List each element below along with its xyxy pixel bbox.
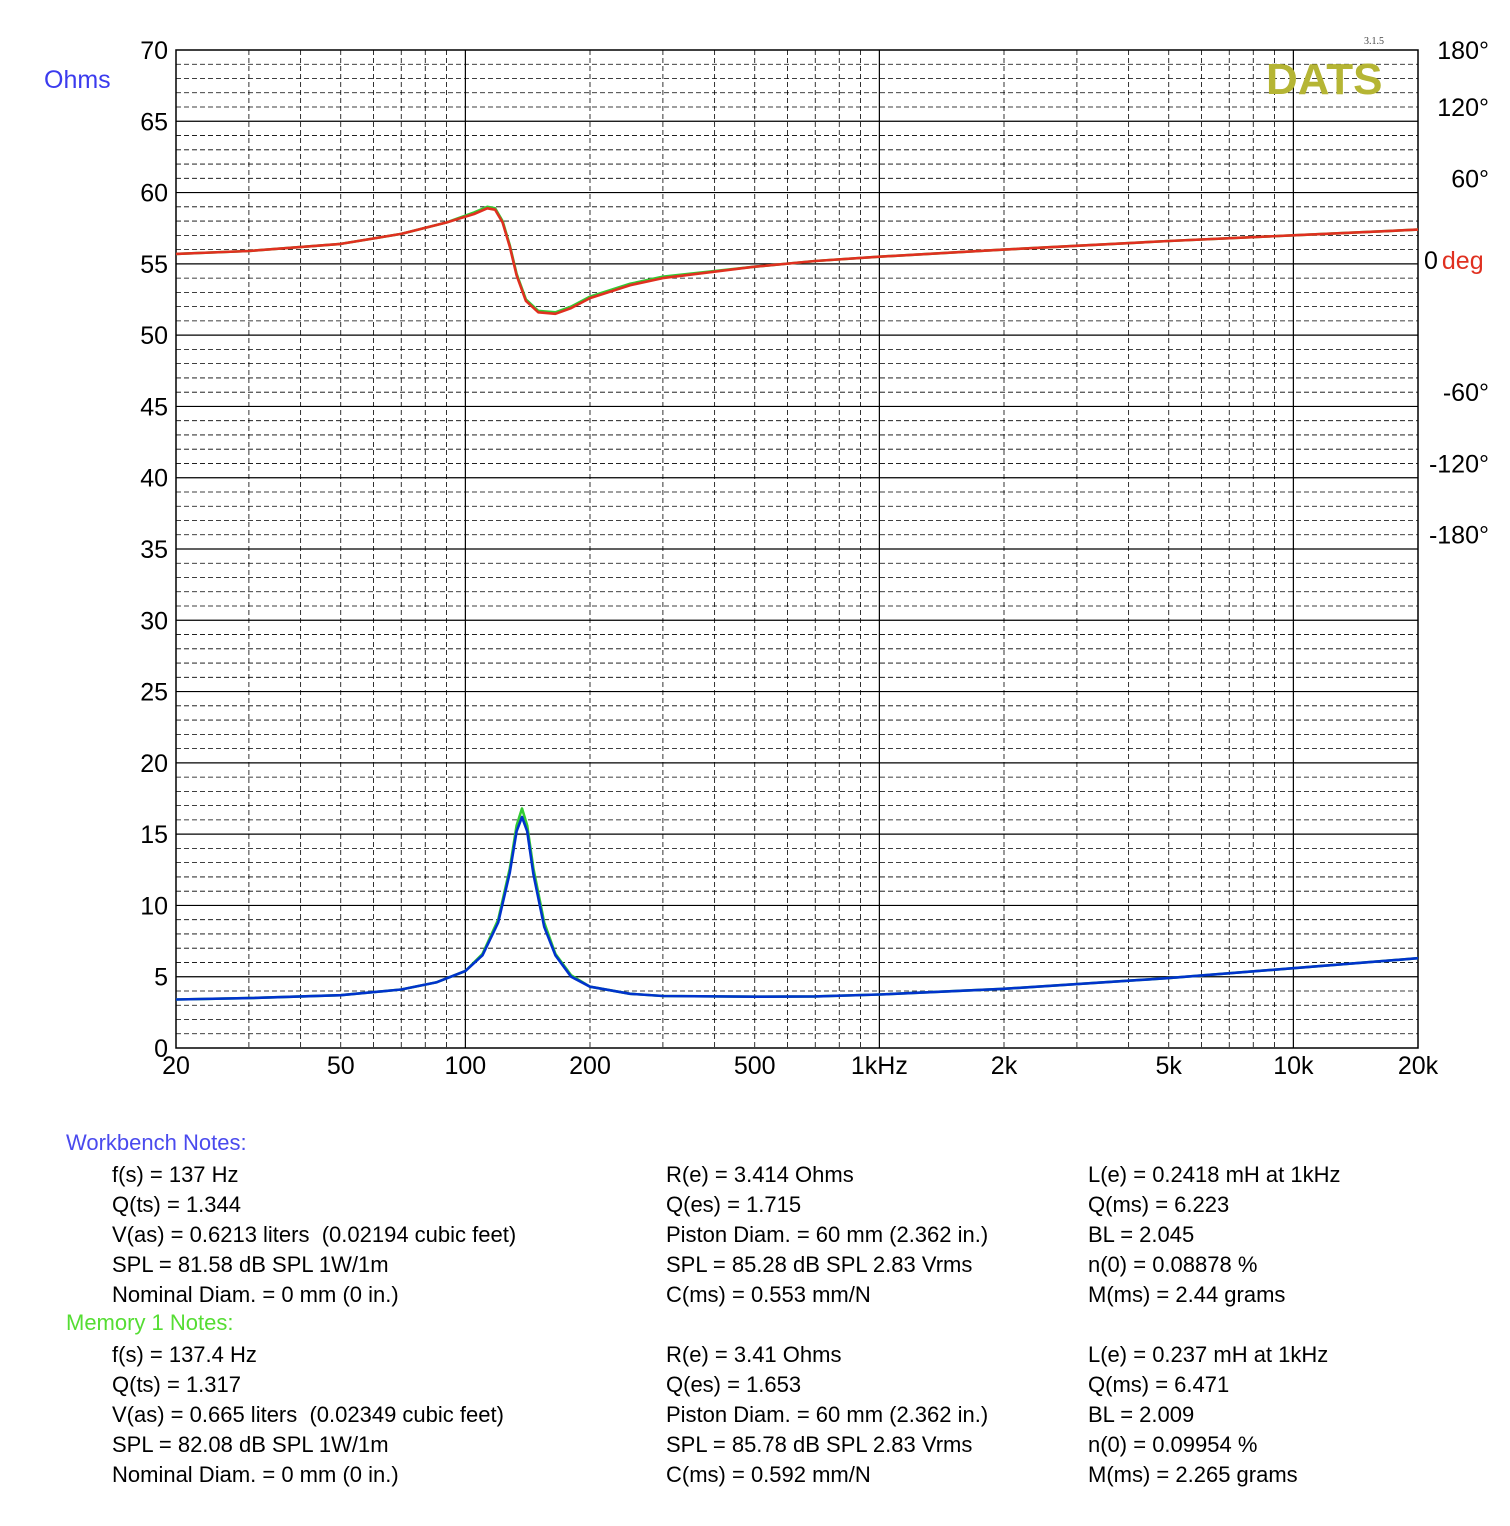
- major-grid: [176, 50, 1418, 1048]
- note-line: Nominal Diam. = 0 mm (0 in.): [112, 1462, 399, 1487]
- left-tick-label: 15: [140, 821, 168, 849]
- x-axis-ticks: 20 50 100 200 500 1kHz 2k 5k 10k 20k: [162, 1052, 1439, 1080]
- x-tick-label: 100: [445, 1052, 487, 1080]
- right-tick-label: -60°: [1443, 379, 1489, 407]
- current_phase-line: [175, 207, 1419, 316]
- note-line: Piston Diam. = 60 mm (2.362 in.): [666, 1222, 989, 1247]
- right-tick-label: -120°: [1429, 450, 1489, 478]
- note-line: M(ms) = 2.265 grams: [1088, 1462, 1298, 1487]
- right-axis-zero-label: 0: [1424, 247, 1438, 275]
- note-line: R(e) = 3.41 Ohms: [666, 1342, 842, 1367]
- note-line: SPL = 85.78 dB SPL 2.83 Vrms: [666, 1432, 973, 1457]
- left-tick-label: 30: [140, 607, 168, 635]
- right-tick-label: 60°: [1451, 165, 1489, 193]
- left-tick-label: 50: [140, 322, 168, 350]
- workbench-notes-heading: Workbench Notes:: [66, 1130, 247, 1155]
- note-line: f(s) = 137.4 Hz: [112, 1342, 257, 1367]
- right-tick-label: -180°: [1429, 522, 1489, 550]
- left-tick-label: 40: [140, 465, 168, 493]
- x-tick-label: 10k: [1273, 1052, 1314, 1080]
- x-tick-label: 500: [734, 1052, 776, 1080]
- note-line: L(e) = 0.237 mH at 1kHz: [1088, 1342, 1329, 1367]
- x-tick-label: 1kHz: [851, 1052, 908, 1080]
- right-tick-label: 180°: [1437, 37, 1489, 65]
- left-tick-label: 45: [140, 393, 168, 421]
- note-line: Piston Diam. = 60 mm (2.362 in.): [666, 1402, 989, 1427]
- version-label: 3.1.5: [1364, 36, 1384, 47]
- left-axis-label: Ohms: [44, 66, 111, 94]
- note-line: L(e) = 0.2418 mH at 1kHz: [1088, 1162, 1341, 1187]
- x-tick-label: 20k: [1398, 1052, 1439, 1080]
- impedance-phase-chart: 0 5 10 15 20 25 30 35 40 45 50 55 60 65 70 180° 120° 60°…: [44, 36, 1489, 1080]
- left-tick-label: 5: [154, 964, 168, 992]
- note-line: Nominal Diam. = 0 mm (0 in.): [112, 1282, 399, 1307]
- x-tick-label: 50: [327, 1052, 355, 1080]
- memory-notes-heading: Memory 1 Notes:: [66, 1310, 234, 1335]
- note-line: M(ms) = 2.44 grams: [1088, 1282, 1286, 1307]
- note-line: Q(es) = 1.715: [666, 1192, 802, 1217]
- note-line: n(0) = 0.08878 %: [1088, 1252, 1258, 1277]
- left-tick-label: 65: [140, 108, 168, 136]
- series-layer: [175, 205, 1419, 1001]
- note-line: SPL = 81.58 dB SPL 1W/1m: [112, 1252, 389, 1277]
- x-tick-label: 20: [162, 1052, 190, 1080]
- left-tick-label: 55: [140, 251, 168, 279]
- note-line: Q(ms) = 6.223: [1088, 1192, 1230, 1217]
- left-tick-label: 60: [140, 180, 168, 208]
- left-tick-label: 70: [140, 37, 168, 65]
- note-line: V(as) = 0.6213 liters (0.02194 cubic fee…: [112, 1222, 517, 1247]
- note-line: Q(ms) = 6.471: [1088, 1372, 1230, 1397]
- left-axis-ticks: 0 5 10 15 20 25 30 35 40 45 50 55 60 65 70: [140, 37, 168, 1063]
- right-tick-label: 120°: [1437, 94, 1489, 122]
- right-axis-unit-label: deg: [1442, 247, 1484, 275]
- note-line: Q(es) = 1.653: [666, 1372, 802, 1397]
- dats-logo: DATS: [1266, 55, 1383, 104]
- note-line: C(ms) = 0.592 mm/N: [666, 1462, 871, 1487]
- note-line: f(s) = 137 Hz: [112, 1162, 239, 1187]
- note-line: R(e) = 3.414 Ohms: [666, 1162, 854, 1187]
- left-tick-label: 35: [140, 536, 168, 564]
- right-axis-ticks: 180° 120° 60° -60° -120° -180°: [1429, 37, 1489, 550]
- note-line: BL = 2.045: [1088, 1222, 1195, 1247]
- x-tick-label: 200: [569, 1052, 611, 1080]
- right-axis-label: 0 deg: [1424, 247, 1484, 275]
- plot-frame: [175, 49, 1419, 1049]
- x-tick-label: 5k: [1156, 1052, 1183, 1080]
- left-tick-label: 20: [140, 750, 168, 778]
- left-tick-label: 10: [140, 892, 168, 920]
- note-line: SPL = 85.28 dB SPL 2.83 Vrms: [666, 1252, 973, 1277]
- note-line: n(0) = 0.09954 %: [1088, 1432, 1258, 1457]
- note-line: C(ms) = 0.553 mm/N: [666, 1282, 871, 1307]
- note-line: Q(ts) = 1.317: [112, 1372, 242, 1397]
- note-line: Q(ts) = 1.344: [112, 1192, 242, 1217]
- note-line: V(as) = 0.665 liters (0.02349 cubic feet…: [112, 1402, 504, 1427]
- left-tick-label: 0: [154, 1035, 168, 1063]
- memory_impedance-line: [175, 807, 1419, 1001]
- current_impedance-line: [175, 815, 1419, 1001]
- left-tick-label: 25: [140, 679, 168, 707]
- x-tick-label: 2k: [991, 1052, 1018, 1080]
- note-line: SPL = 82.08 dB SPL 1W/1m: [112, 1432, 389, 1457]
- memory_phase-line: [175, 205, 1419, 314]
- note-line: BL = 2.009: [1088, 1402, 1195, 1427]
